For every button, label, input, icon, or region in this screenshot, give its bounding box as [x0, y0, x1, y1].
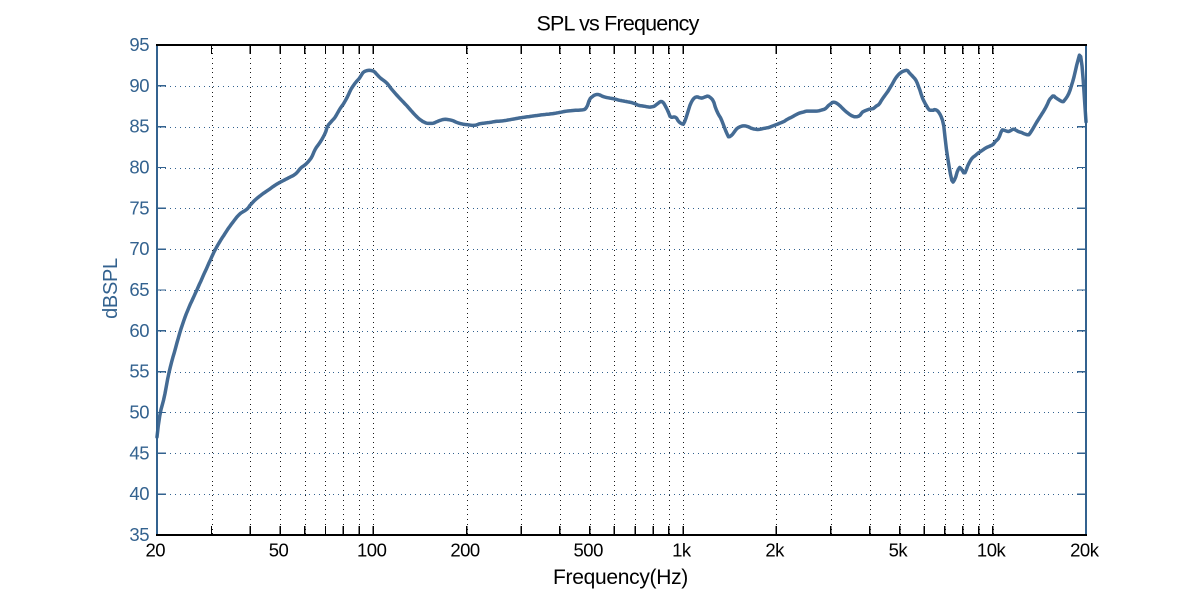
- svg-text:65: 65: [129, 279, 149, 300]
- svg-text:SPL vs Frequency: SPL vs Frequency: [536, 12, 699, 36]
- svg-text:500: 500: [574, 540, 604, 561]
- svg-text:35: 35: [129, 524, 149, 545]
- svg-text:45: 45: [129, 442, 149, 463]
- svg-text:70: 70: [129, 238, 149, 259]
- svg-text:50: 50: [269, 540, 289, 561]
- svg-text:60: 60: [129, 320, 149, 341]
- svg-text:90: 90: [129, 75, 149, 96]
- svg-text:5k: 5k: [889, 540, 909, 561]
- svg-text:Frequency(Hz): Frequency(Hz): [553, 566, 688, 589]
- svg-text:40: 40: [129, 483, 149, 504]
- svg-text:20k: 20k: [1070, 540, 1100, 561]
- svg-text:10k: 10k: [977, 540, 1007, 561]
- svg-text:200: 200: [450, 540, 480, 561]
- svg-text:95: 95: [129, 34, 149, 55]
- svg-text:1k: 1k: [672, 540, 692, 561]
- svg-text:85: 85: [129, 116, 149, 137]
- svg-text:55: 55: [129, 361, 149, 382]
- svg-text:50: 50: [129, 402, 149, 423]
- svg-text:20: 20: [146, 540, 166, 561]
- svg-text:2k: 2k: [765, 540, 785, 561]
- svg-text:75: 75: [129, 197, 149, 218]
- svg-text:80: 80: [129, 157, 149, 178]
- svg-text:100: 100: [357, 540, 387, 561]
- svg-text:dBSPL: dBSPL: [100, 258, 122, 319]
